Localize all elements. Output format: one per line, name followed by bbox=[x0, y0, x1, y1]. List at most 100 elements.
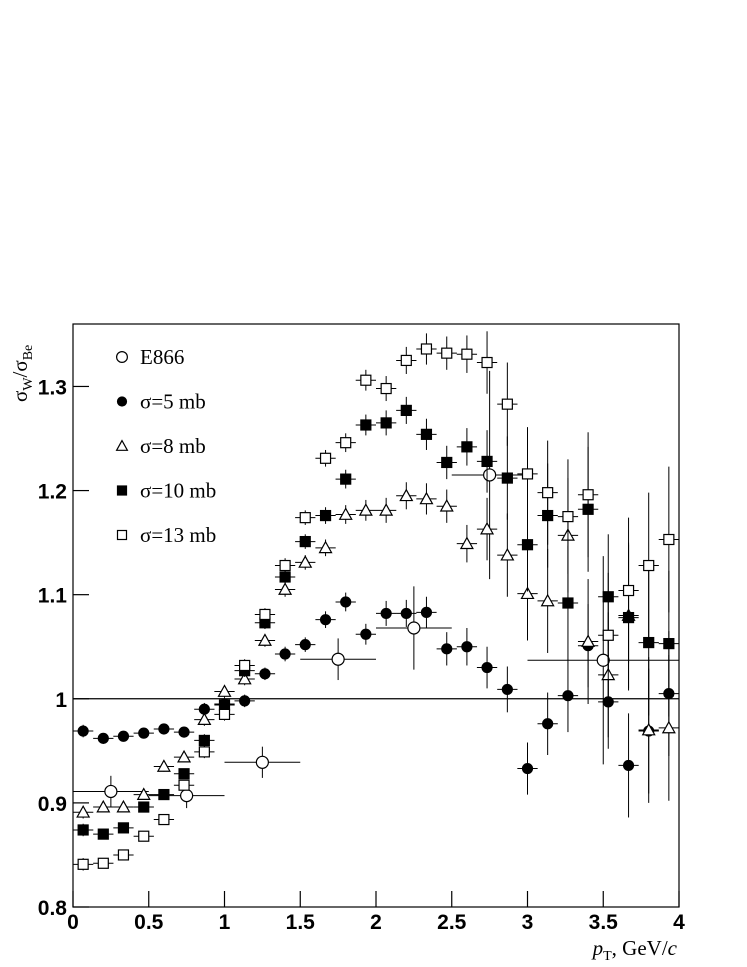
y-tick-label: 0.9 bbox=[38, 793, 67, 816]
marker bbox=[158, 813, 170, 826]
marker bbox=[521, 468, 534, 480]
marker bbox=[158, 723, 170, 735]
marker bbox=[156, 759, 171, 772]
marker bbox=[581, 634, 596, 647]
marker bbox=[501, 472, 513, 484]
marker bbox=[663, 533, 675, 546]
marker bbox=[480, 521, 495, 535]
marker bbox=[358, 503, 373, 516]
marker bbox=[178, 768, 190, 780]
marker bbox=[259, 668, 271, 680]
marker bbox=[360, 628, 372, 640]
marker bbox=[198, 734, 210, 747]
marker bbox=[461, 641, 473, 653]
marker bbox=[279, 571, 291, 583]
marker bbox=[481, 356, 493, 369]
marker bbox=[521, 762, 534, 775]
marker bbox=[400, 404, 412, 417]
marker bbox=[180, 789, 194, 803]
marker bbox=[562, 690, 574, 702]
legend-marker bbox=[116, 396, 128, 407]
legend-marker bbox=[115, 439, 129, 451]
marker bbox=[582, 489, 594, 501]
marker bbox=[380, 607, 392, 620]
legend-label: σ=13 mb bbox=[140, 523, 216, 547]
marker bbox=[299, 535, 311, 548]
y-label-part: σ bbox=[8, 391, 32, 402]
marker bbox=[441, 456, 453, 469]
marker bbox=[500, 547, 515, 561]
marker bbox=[338, 507, 353, 520]
legend-marker bbox=[116, 529, 128, 541]
marker bbox=[96, 799, 111, 813]
marker bbox=[501, 398, 513, 410]
marker bbox=[419, 491, 434, 505]
x-tick-label: 3 bbox=[522, 911, 534, 934]
marker bbox=[158, 788, 170, 801]
x-tick-label: 0.5 bbox=[134, 911, 164, 934]
y-label-part: Be bbox=[21, 345, 36, 361]
marker bbox=[661, 720, 676, 734]
marker bbox=[340, 437, 352, 449]
legend-label: σ=10 mb bbox=[140, 479, 216, 503]
marker bbox=[177, 749, 192, 763]
marker bbox=[97, 732, 109, 744]
marker bbox=[138, 830, 150, 842]
y-tick-label: 1 bbox=[55, 689, 67, 712]
marker bbox=[76, 805, 91, 818]
legend-label: E866 bbox=[140, 345, 184, 369]
marker bbox=[622, 584, 635, 597]
marker bbox=[117, 730, 130, 742]
marker bbox=[299, 512, 311, 524]
marker bbox=[400, 354, 412, 367]
marker bbox=[340, 473, 352, 485]
y-label-part: W bbox=[21, 377, 36, 391]
marker bbox=[298, 555, 313, 568]
marker bbox=[198, 746, 210, 758]
marker bbox=[461, 348, 473, 360]
marker bbox=[77, 824, 89, 836]
marker bbox=[663, 638, 675, 650]
marker bbox=[596, 653, 610, 667]
marker bbox=[319, 509, 332, 522]
marker bbox=[255, 755, 269, 769]
marker bbox=[379, 503, 394, 516]
marker bbox=[138, 727, 150, 739]
marker bbox=[299, 639, 311, 651]
x-axis-label: pT, GeV/c bbox=[591, 936, 678, 964]
y-tick-label: 0.8 bbox=[38, 897, 68, 920]
x-tick-label: 4 bbox=[673, 911, 685, 934]
marker bbox=[77, 858, 89, 870]
marker bbox=[420, 343, 433, 355]
marker bbox=[331, 652, 345, 666]
marker bbox=[117, 822, 130, 834]
marker bbox=[542, 487, 554, 499]
marker bbox=[279, 559, 291, 572]
marker bbox=[279, 648, 291, 660]
marker bbox=[542, 718, 554, 730]
marker bbox=[521, 539, 534, 551]
marker bbox=[501, 683, 513, 696]
marker bbox=[97, 828, 109, 840]
x-label-part: T bbox=[603, 949, 612, 964]
marker bbox=[520, 586, 535, 600]
marker bbox=[360, 419, 372, 431]
marker bbox=[318, 540, 333, 554]
marker bbox=[399, 488, 414, 502]
marker bbox=[117, 849, 130, 861]
marker bbox=[481, 455, 493, 468]
marker bbox=[104, 784, 118, 799]
marker bbox=[540, 593, 555, 607]
marker bbox=[420, 428, 433, 440]
y-axis-label: σW/σBe bbox=[8, 345, 36, 402]
marker bbox=[562, 597, 574, 609]
marker bbox=[461, 441, 473, 453]
marker bbox=[237, 671, 252, 685]
marker bbox=[217, 684, 232, 697]
marker bbox=[77, 725, 89, 737]
legend-label: σ=8 mb bbox=[140, 434, 206, 458]
marker bbox=[178, 726, 190, 738]
y-label-part: /σ bbox=[8, 360, 32, 377]
marker bbox=[97, 857, 109, 869]
